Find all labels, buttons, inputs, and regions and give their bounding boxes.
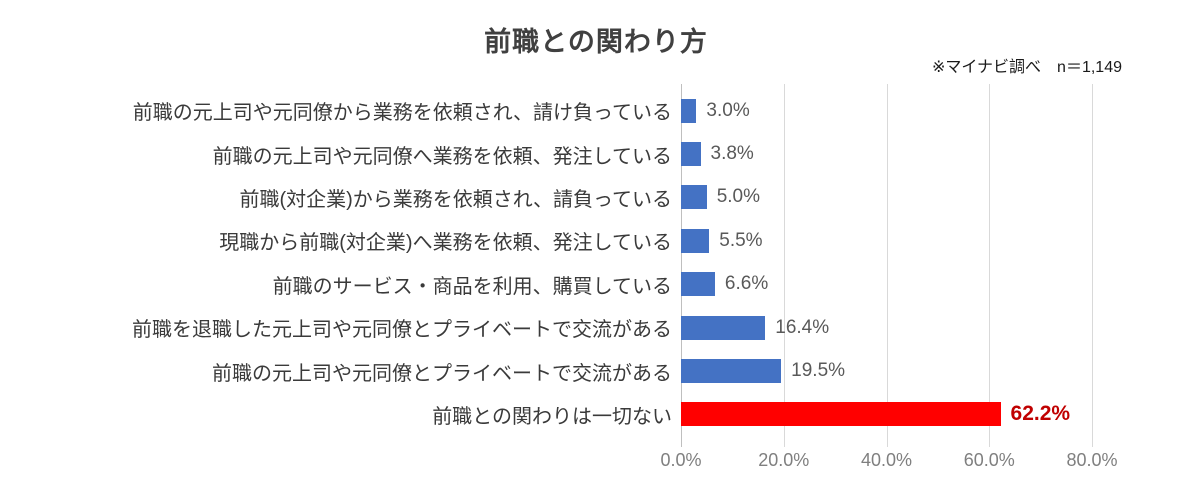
gridline — [1092, 84, 1093, 447]
value-label: 16.4% — [775, 316, 830, 338]
value-label: 6.6% — [724, 273, 769, 295]
x-axis-tick-label: 20.0% — [758, 450, 810, 470]
category-label: 前職との関わりは一切ない — [432, 405, 672, 428]
bar — [681, 142, 701, 167]
value-label: 3.8% — [710, 143, 754, 165]
bar-track: 62.2% — [681, 402, 1092, 427]
value-label: 5.5% — [719, 229, 763, 251]
bar — [681, 185, 707, 210]
category-label: 現職から前職(対企業)へ業務を依頼、発注している — [219, 232, 672, 255]
category-label: 前職のサービス・商品を利用、購買している — [272, 275, 672, 298]
axis-line — [681, 84, 682, 447]
value-label: 3.0% — [706, 99, 750, 121]
chart-title: 前職との関わり方 — [484, 27, 708, 57]
bar-row: 前職の元上司や元同僚から業務を依頼され、請け負っている 3.0% — [0, 89, 1192, 132]
gridline — [783, 84, 785, 447]
bar-track: 3.0% — [681, 98, 1092, 123]
x-axis-tick-label: 60.0% — [963, 450, 1015, 470]
bar-row: 前職との関わりは一切ない 62.2% — [0, 393, 1192, 436]
bar-rows: 前職の元上司や元同僚から業務を依頼され、請け負っている 3.0% 前職の元上司や… — [0, 89, 1192, 436]
x-axis-tick-label: 80.0% — [1066, 450, 1118, 470]
bar — [681, 402, 1001, 427]
bar — [681, 359, 782, 384]
x-axis-tick-label: 0.0% — [660, 450, 702, 470]
bar — [681, 228, 710, 253]
category-label: 前職を退職した元上司や元同僚とプライベートで交流がある — [132, 319, 672, 342]
x-axis: 0.0% 20.0% 40.0% 60.0% 80.0% — [660, 450, 1117, 474]
bar-row: 前職を退職した元上司や元同僚とプライベートで交流がある 16.4% — [0, 306, 1192, 349]
plot-area-gridlines — [681, 84, 1093, 447]
bar-row: 前職の元上司や元同僚とプライベートで交流がある 19.5% — [0, 349, 1192, 392]
value-label: 5.0% — [716, 186, 760, 208]
value-label: 62.2% — [1010, 402, 1071, 426]
bar — [681, 272, 715, 297]
category-label: 前職の元上司や元同僚とプライベートで交流がある — [212, 362, 672, 385]
bar-track: 5.5% — [681, 228, 1092, 253]
category-label: 前職の元上司や元同僚から業務を依頼され、請け負っている — [132, 102, 672, 125]
bar-track: 6.6% — [681, 272, 1092, 297]
value-label: 19.5% — [791, 360, 846, 382]
bar-row: 前職のサービス・商品を利用、購買している 6.6% — [0, 263, 1192, 306]
gridline — [886, 84, 888, 447]
category-label: 前職(対企業)から業務を依頼され、請負っている — [239, 188, 672, 211]
bar-row: 現職から前職(対企業)へ業務を依頼、発注している 5.5% — [0, 219, 1192, 262]
bar — [681, 98, 697, 123]
bar-track: 19.5% — [681, 359, 1092, 384]
bar-track: 3.8% — [681, 142, 1092, 167]
gridline — [989, 84, 991, 447]
bar-row: 前職の元上司や元同僚へ業務を依頼、発注している 3.8% — [0, 132, 1192, 175]
survey-note: ※マイナビ調べ n＝1,149 — [931, 59, 1122, 76]
category-label: 前職の元上司や元同僚へ業務を依頼、発注している — [212, 145, 672, 168]
bar-track: 16.4% — [681, 315, 1092, 340]
x-axis-tick-label: 40.0% — [860, 450, 913, 470]
bar — [681, 315, 766, 340]
bar-track: 5.0% — [681, 185, 1092, 210]
bar-row: 前職(対企業)から業務を依頼され、請負っている 5.0% — [0, 176, 1192, 219]
